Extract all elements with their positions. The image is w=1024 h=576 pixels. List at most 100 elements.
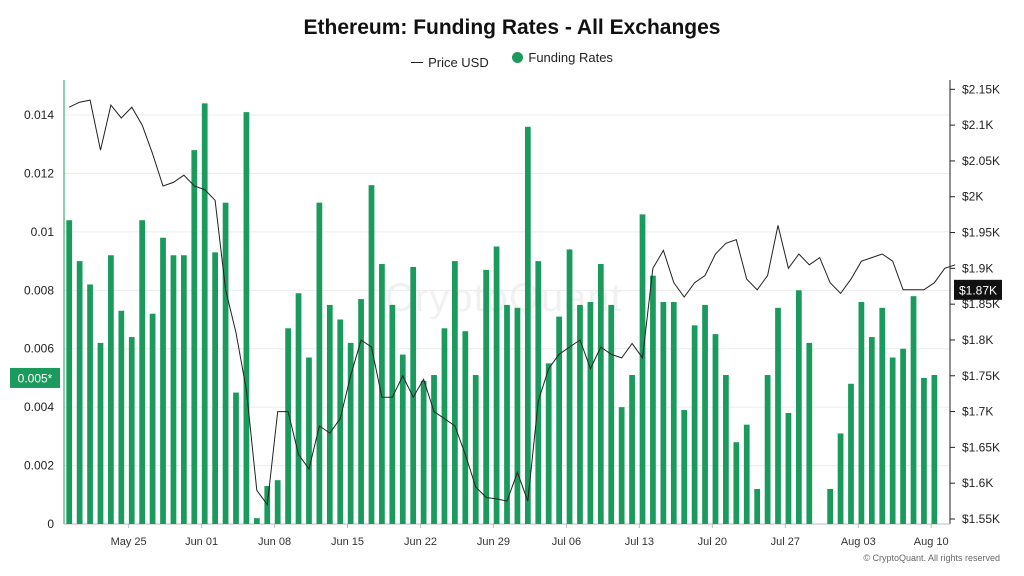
right-tick-label-10: $2.05K <box>962 154 1000 168</box>
funding-bar-21 <box>285 328 291 524</box>
funding-bar-29 <box>368 185 375 524</box>
funding-bar-48 <box>566 249 573 524</box>
funding-bar-56 <box>650 275 656 524</box>
funding-bar-37 <box>452 261 458 524</box>
right-tick-label-7: $1.9K <box>962 261 993 275</box>
x-tick-label-7: Jul 13 <box>625 536 654 548</box>
chart-legend: Price USD Funding Rates <box>0 50 1024 70</box>
right-tick-label-9: $2K <box>962 190 983 204</box>
funding-bar-71 <box>806 342 813 524</box>
x-tick-label-3: Jun 15 <box>331 536 364 548</box>
x-tick-label-2: Jun 08 <box>258 536 291 548</box>
funding-bar-47 <box>556 316 562 524</box>
funding-bar-69 <box>785 413 792 524</box>
funding-current-marker <box>10 367 60 388</box>
funding-bar-14 <box>212 252 219 524</box>
funding-bar-83 <box>931 375 938 524</box>
funding-bar-64 <box>733 442 740 524</box>
funding-bar-58 <box>670 302 677 524</box>
funding-bar-82 <box>921 377 927 524</box>
funding-current-value: 0.005* <box>18 371 53 385</box>
price-line-swatch-icon <box>411 62 424 63</box>
funding-bar-73 <box>827 488 833 524</box>
funding-bar-63 <box>723 375 729 524</box>
left-tick-label-7: 0.014 <box>24 108 54 122</box>
funding-bar-61 <box>702 304 708 524</box>
funding-bar-40 <box>483 269 490 524</box>
x-tick-label-0: May 25 <box>111 536 147 548</box>
funding-bar-65 <box>743 424 750 524</box>
chart-title: Ethereum: Funding Rates - All Exchanges <box>303 16 721 39</box>
price-line <box>68 99 956 507</box>
funding-bar-79 <box>889 357 896 524</box>
funding-bar-60 <box>691 325 698 524</box>
funding-bar-27 <box>347 342 354 524</box>
x-tick-label-11: Aug 10 <box>914 536 949 548</box>
funding-bar-80 <box>900 348 906 524</box>
right-tick-label-8: $1.95K <box>962 226 1000 240</box>
funding-bar-33 <box>410 266 417 524</box>
x-tick-label-5: Jun 29 <box>477 536 510 548</box>
funding-bar-24 <box>316 202 323 524</box>
funding-bar-7 <box>139 220 146 525</box>
funding-bar-0 <box>66 220 73 525</box>
right-tick-label-12: $2.15K <box>962 82 1000 96</box>
funding-bar-6 <box>128 337 135 524</box>
x-tick-label-8: Jul 20 <box>698 536 727 548</box>
legend-item-price[interactable]: Price USD <box>411 55 489 70</box>
right-tick-label-5: $1.8K <box>962 333 993 347</box>
funding-bar-45 <box>535 261 542 524</box>
funding-bar-34 <box>420 380 427 524</box>
funding-bar-22 <box>295 293 302 524</box>
funding-bar-77 <box>868 337 875 524</box>
funding-bar-17 <box>243 112 250 524</box>
funding-bar-5 <box>118 310 125 524</box>
funding-bar-38 <box>462 331 469 524</box>
funding-bar-53 <box>618 407 625 524</box>
funding-bar-67 <box>764 375 771 524</box>
funding-bar-78 <box>879 307 886 524</box>
left-tick-label-3: 0.006 <box>24 342 54 356</box>
funding-bar-49 <box>577 304 583 524</box>
funding-bar-36 <box>441 328 448 524</box>
funding-bar-50 <box>587 302 594 524</box>
funding-bar-74 <box>837 433 844 524</box>
funding-bar-12 <box>191 150 198 524</box>
funding-bar-51 <box>597 264 604 524</box>
funding-bar-8 <box>149 313 156 524</box>
funding-bar-2 <box>87 284 93 524</box>
funding-bar-59 <box>681 410 688 524</box>
funding-bar-54 <box>629 375 635 524</box>
funding-bar-23 <box>306 357 312 524</box>
funding-bar-26 <box>337 319 344 524</box>
funding-bar-3 <box>97 342 104 524</box>
x-tick-label-1: Jun 01 <box>185 536 218 548</box>
left-tick-label-6: 0.012 <box>24 166 54 180</box>
funding-bar-16 <box>233 392 239 524</box>
right-tick-label-11: $2.1K <box>962 118 993 132</box>
x-tick-label-9: Jul 27 <box>771 536 800 548</box>
right-tick-label-0: $1.55K <box>962 512 1000 526</box>
funding-bar-25 <box>326 304 333 524</box>
left-tick-label-5: 0.01 <box>31 225 55 239</box>
funding-bar-31 <box>389 304 396 524</box>
funding-bar-4 <box>108 255 114 524</box>
legend-item-funding[interactable]: Funding Rates <box>512 50 613 65</box>
funding-bar-44 <box>524 126 531 524</box>
funding-bar-9 <box>160 237 166 524</box>
funding-bar-28 <box>358 299 364 524</box>
funding-bar-13 <box>201 103 208 525</box>
funding-bar-39 <box>472 375 479 524</box>
funding-bar-76 <box>858 302 865 524</box>
legend-label-funding: Funding Rates <box>528 50 613 65</box>
funding-bar-41 <box>493 246 500 524</box>
funding-bar-81 <box>910 296 917 524</box>
funding-bar-35 <box>431 375 437 524</box>
right-tick-label-4: $1.75K <box>962 369 1000 383</box>
funding-bar-62 <box>712 334 719 524</box>
x-tick-label-6: Jul 06 <box>552 536 581 548</box>
funding-dot-swatch-icon <box>512 52 524 63</box>
funding-bar-30 <box>379 264 385 524</box>
funding-bar-32 <box>399 354 406 524</box>
